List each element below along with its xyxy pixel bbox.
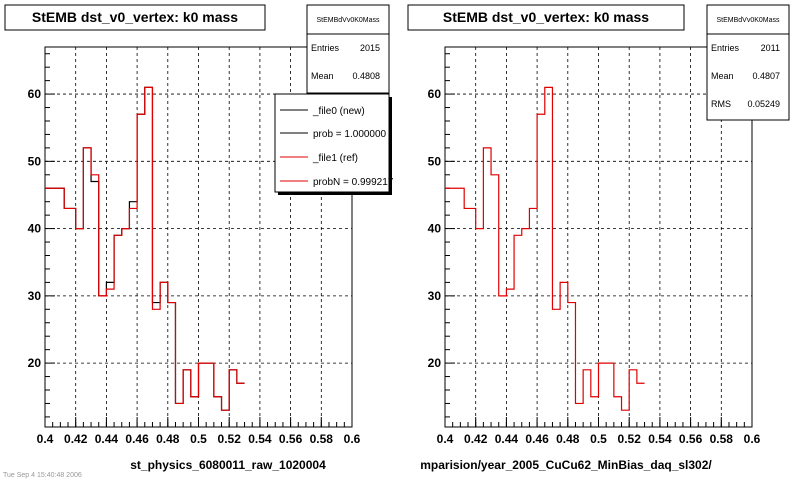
right-stats-entries-label: Entries bbox=[711, 43, 740, 53]
left-x-tick-label: 0.54 bbox=[248, 432, 272, 446]
right-x-tick-label: 0.46 bbox=[525, 432, 549, 446]
left-chart-title: StEMB dst_v0_vertex: k0 mass bbox=[32, 9, 238, 25]
right-x-tick-label: 0.42 bbox=[464, 432, 488, 446]
right-stats-mean-label: Mean bbox=[711, 71, 734, 81]
left-stats-mean-value: 0.4808 bbox=[352, 71, 380, 81]
left-stats-entries-label: Entries bbox=[311, 43, 340, 53]
right-stats-rms-value: 0.05249 bbox=[747, 99, 780, 109]
left-x-tick-labels: 0.4 0.42 0.44 0.46 0.48 0.5 0.52 0.54 0.… bbox=[37, 432, 361, 446]
left-x-tick-label: 0.48 bbox=[156, 432, 180, 446]
left-panel: StEMB dst_v0_vertex: k0 mass 0.4 0.42 0.… bbox=[4, 4, 394, 472]
right-stats-box: StEMBdVv0K0Mass Entries 2011 Mean 0.4807… bbox=[706, 4, 790, 121]
right-stats-title: StEMBdVv0K0Mass bbox=[716, 17, 780, 24]
left-y-tick-label: 50 bbox=[28, 154, 42, 168]
right-stats-rms-label: RMS bbox=[711, 99, 731, 109]
right-stats-entries-value: 2011 bbox=[761, 43, 780, 53]
legend-label-probn: probN = 0.999217 bbox=[313, 177, 394, 188]
right-y-tick-label: 50 bbox=[428, 154, 442, 168]
right-x-tick-label: 0.54 bbox=[648, 432, 672, 446]
left-x-tick-label: 0.52 bbox=[218, 432, 242, 446]
legend-label-ref: _file1 (ref) bbox=[312, 153, 358, 164]
left-title-box bbox=[4, 4, 266, 31]
right-x-tick-label: 0.4 bbox=[437, 432, 454, 446]
left-x-tick-label: 0.44 bbox=[95, 432, 119, 446]
right-chart-title: StEMB dst_v0_vertex: k0 mass bbox=[443, 9, 649, 25]
left-x-tick-label: 0.46 bbox=[125, 432, 149, 446]
left-x-tick-label: 0.6 bbox=[344, 432, 361, 446]
left-stats-frame bbox=[306, 4, 390, 94]
left-x-tick-label: 0.56 bbox=[279, 432, 303, 446]
left-y-tick-label: 20 bbox=[28, 356, 42, 370]
right-y-tick-label: 40 bbox=[428, 222, 442, 236]
left-histogram-ref bbox=[45, 86, 245, 411]
right-title-box bbox=[407, 4, 685, 31]
right-y-tick-label: 60 bbox=[428, 87, 442, 101]
right-stats-mean-value: 0.4807 bbox=[752, 71, 780, 81]
left-stats-entries-value: 2015 bbox=[360, 43, 380, 53]
left-x-axis-label: st_physics_6080011_raw_1020004 bbox=[130, 458, 326, 472]
right-x-tick-label: 0.5 bbox=[590, 432, 607, 446]
legend-label-new: _file0 (new) bbox=[312, 106, 365, 117]
left-x-tick-label: 0.4 bbox=[37, 432, 54, 446]
right-y-tick-label: 30 bbox=[428, 289, 442, 303]
right-x-tick-label: 0.6 bbox=[744, 432, 761, 446]
left-x-tick-label: 0.42 bbox=[64, 432, 88, 446]
right-panel: StEMB dst_v0_vertex: k0 mass 0.4 0.42 0.… bbox=[407, 4, 790, 472]
right-x-tick-label: 0.52 bbox=[618, 432, 642, 446]
right-x-axis-label: mparision/year_2005_CuCu62_MinBias_daq_s… bbox=[420, 458, 712, 472]
right-x-tick-label: 0.48 bbox=[556, 432, 580, 446]
right-x-tick-label: 0.44 bbox=[495, 432, 519, 446]
left-histograms bbox=[45, 86, 245, 411]
right-x-tick-labels: 0.4 0.42 0.44 0.46 0.48 0.5 0.52 0.54 0.… bbox=[437, 432, 761, 446]
left-stats-box: StEMBdVv0K0Mass Entries 2015 Mean 0.4808 bbox=[306, 4, 390, 94]
right-histogram-ref bbox=[445, 86, 645, 411]
right-y-tick-label: 20 bbox=[428, 356, 442, 370]
left-x-tick-label: 0.5 bbox=[190, 432, 207, 446]
legend-label-prob: prob = 1.000000 bbox=[313, 129, 387, 140]
left-y-tick-label: 30 bbox=[28, 289, 42, 303]
right-axis-ticks bbox=[444, 53, 753, 427]
right-x-tick-label: 0.56 bbox=[679, 432, 703, 446]
footer-timestamp: Tue Sep 4 15:40:48 2006 bbox=[3, 472, 82, 479]
left-legend: _file0 (new) prob = 1.000000 _file1 (ref… bbox=[274, 93, 394, 195]
right-x-tick-label: 0.58 bbox=[710, 432, 734, 446]
left-y-tick-label: 40 bbox=[28, 222, 42, 236]
left-y-tick-label: 60 bbox=[28, 87, 42, 101]
right-y-tick-labels: 20 30 40 50 60 bbox=[428, 87, 442, 370]
left-x-tick-label: 0.58 bbox=[310, 432, 334, 446]
left-stats-title: StEMBdVv0K0Mass bbox=[316, 17, 380, 24]
left-axis-ticks bbox=[44, 53, 353, 427]
left-y-tick-labels: 20 30 40 50 60 bbox=[28, 87, 42, 370]
right-histograms bbox=[445, 86, 645, 411]
left-stats-mean-label: Mean bbox=[311, 71, 334, 81]
right-stats-frame bbox=[706, 4, 790, 121]
